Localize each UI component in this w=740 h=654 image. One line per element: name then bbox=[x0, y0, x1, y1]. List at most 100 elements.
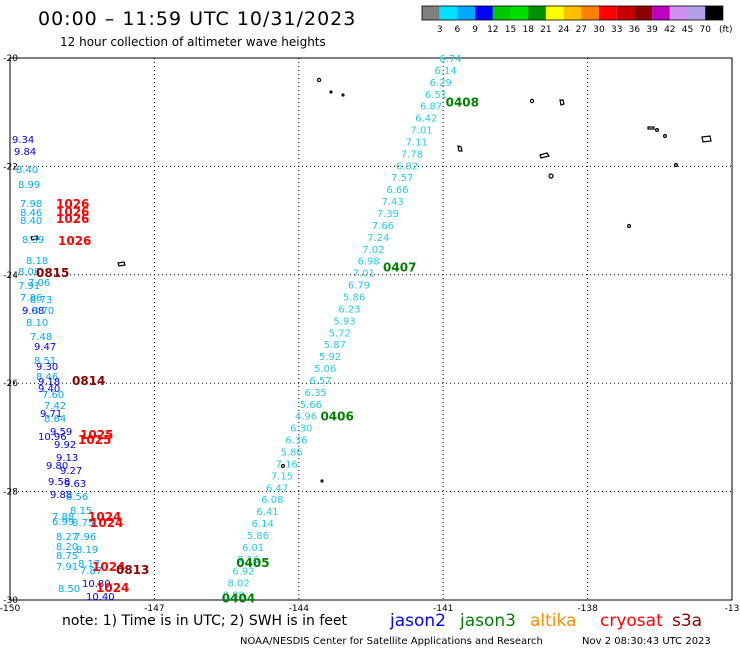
legend-tick-label: 70 bbox=[699, 25, 711, 35]
page-subtitle: 12 hour collection of altimeter wave hei… bbox=[60, 35, 326, 49]
pass-time-label: 1024 bbox=[88, 510, 121, 524]
wave-height-value: 8.73 bbox=[30, 295, 52, 306]
wave-height-value: 7.42 bbox=[44, 401, 66, 412]
pass-time-label: 0404 bbox=[222, 591, 255, 605]
legend-swatch bbox=[475, 6, 493, 20]
page-title: 00:00 – 11:59 UTC 10/31/2023 bbox=[38, 8, 356, 30]
legend-tick-label: 30 bbox=[593, 25, 605, 35]
latitude-labels: -20 -22 -24 -26 -28 -30 bbox=[3, 54, 18, 606]
wave-height-value: 6.74 bbox=[439, 54, 461, 65]
wave-height-value: 6.92 bbox=[232, 567, 254, 578]
wave-height-value: 5.87 bbox=[324, 340, 346, 351]
longitude-label: -13 bbox=[725, 604, 740, 614]
island bbox=[559, 99, 565, 106]
legend-tick-label: 12 bbox=[487, 25, 498, 35]
wave-height-value: 8.20 bbox=[56, 542, 78, 553]
longitude-label: -141 bbox=[433, 604, 453, 614]
wave-height-value: 8.51 bbox=[34, 356, 56, 367]
pass-time-label: 1024 bbox=[90, 516, 123, 530]
island bbox=[662, 134, 667, 139]
legend-swatch bbox=[669, 6, 688, 20]
wave-height-value: 7.16 bbox=[237, 555, 259, 566]
wave-height-value: 8.70 bbox=[32, 306, 54, 317]
wave-height-value: 5.06 bbox=[314, 364, 336, 375]
wave-height-value: 8.99 bbox=[18, 180, 40, 191]
pass-time-label: 1024 bbox=[92, 560, 125, 574]
legend-swatch bbox=[492, 6, 511, 20]
pass-time-label: 0813 bbox=[116, 563, 149, 577]
island bbox=[701, 135, 712, 143]
wave-height-value: 9.92 bbox=[54, 440, 76, 451]
island bbox=[320, 479, 324, 483]
lat-lon-grid bbox=[10, 58, 732, 600]
wave-height-value: 7.02 bbox=[362, 245, 384, 256]
wave-height-value: 9.59 bbox=[50, 427, 72, 438]
wave-height-value: 7.01 bbox=[410, 126, 432, 137]
pass-time-label: 0408 bbox=[446, 95, 479, 109]
wave-height-value: 7.88 bbox=[52, 512, 74, 523]
island bbox=[341, 93, 345, 97]
pass-time-label: 0815 bbox=[36, 266, 69, 280]
legend-swatch bbox=[439, 6, 458, 20]
wave-height-value: 8.89 bbox=[223, 591, 245, 602]
wave-height-value: 9.08 bbox=[22, 306, 44, 317]
island bbox=[626, 223, 632, 229]
legend-tick-label: 33 bbox=[611, 25, 622, 35]
latitude-label: -20 bbox=[3, 54, 18, 64]
footer-credit: NOAA/NESDIS Center for Satellite Applica… bbox=[240, 636, 543, 647]
pass-time-label: 1026 bbox=[56, 212, 89, 226]
wave-height-value: 9.63 bbox=[64, 479, 86, 490]
legend-tick-label: 36 bbox=[629, 25, 641, 35]
wave-height-value: 9.47 bbox=[34, 342, 56, 353]
island bbox=[316, 77, 322, 83]
legend-tick-label: 9 bbox=[472, 25, 478, 35]
wave-height-value: 9.80 bbox=[46, 461, 68, 472]
satellite-name-jason3: jason3 bbox=[459, 611, 516, 631]
wave-height-value: 9.13 bbox=[56, 453, 78, 464]
wave-height-value: 8.50 bbox=[58, 584, 80, 595]
pass-time-label: 0814 bbox=[72, 374, 105, 388]
wave-height-value: 10.40 bbox=[86, 592, 115, 603]
satellite-name-jason2: jason2 bbox=[389, 611, 446, 631]
satellite-name-altika: altika bbox=[530, 611, 577, 631]
latitude-label: -28 bbox=[3, 488, 18, 498]
wave-height-value: 8.56 bbox=[66, 492, 88, 503]
wave-height-value: 6.30 bbox=[290, 424, 312, 435]
jason3-track-values: 6.746.146.296.516.876.427.017.117.786.82… bbox=[223, 54, 462, 602]
pass-time-label: 1024 bbox=[96, 581, 129, 595]
wave-height-value: 7.91 bbox=[18, 281, 40, 292]
wave-height-value: 8.02 bbox=[228, 579, 250, 590]
latitude-label: -24 bbox=[3, 271, 18, 281]
left-edge-times: 1026102610261026081508141025102510241024… bbox=[36, 197, 149, 595]
satellite-name-s3a: s3a bbox=[672, 611, 702, 631]
wave-height-value: 8.40 bbox=[20, 216, 42, 227]
wave-height-value: 7.43 bbox=[382, 197, 404, 208]
wave-height-value: 7.86 bbox=[20, 293, 42, 304]
island bbox=[548, 173, 554, 179]
island bbox=[457, 145, 463, 152]
wave-height-value: 9.27 bbox=[60, 466, 82, 477]
wave-height-value: 10.96 bbox=[38, 432, 67, 443]
pass-time-label: 0406 bbox=[320, 410, 353, 424]
legend-swatch bbox=[510, 6, 529, 20]
wave-height-value: 9.34 bbox=[12, 135, 34, 146]
pass-time-label: 0407 bbox=[383, 261, 416, 275]
wave-height-value: 6.08 bbox=[261, 495, 283, 506]
legend-swatch bbox=[599, 6, 617, 20]
footer-note: note: 1) Time is in UTC; 2) SWH is in fe… bbox=[62, 613, 348, 629]
wave-height-value: 7.01 bbox=[353, 269, 375, 280]
wave-height-value: 9.30 bbox=[36, 362, 58, 373]
wave-height-value: 7.66 bbox=[372, 221, 394, 232]
legend-tick-label: 42 bbox=[664, 25, 675, 35]
legend-tick-label: 45 bbox=[682, 25, 693, 35]
footer-timestamp: Nov 2 08:30:43 UTC 2023 bbox=[582, 636, 711, 647]
wave-height-value: 8.17 bbox=[78, 559, 100, 570]
wave-height-value: 7.78 bbox=[401, 149, 423, 160]
jason3-track-times: 0408 0407 0406 0405 0404 bbox=[222, 95, 479, 605]
legend-tick-label: 6 bbox=[455, 25, 461, 35]
wave-height-value: 7.96 bbox=[74, 532, 96, 543]
legend-tick-label: 3 bbox=[437, 25, 443, 35]
wave-height-value: 6.51 bbox=[425, 90, 447, 101]
wave-height-value: 7.15 bbox=[271, 471, 293, 482]
